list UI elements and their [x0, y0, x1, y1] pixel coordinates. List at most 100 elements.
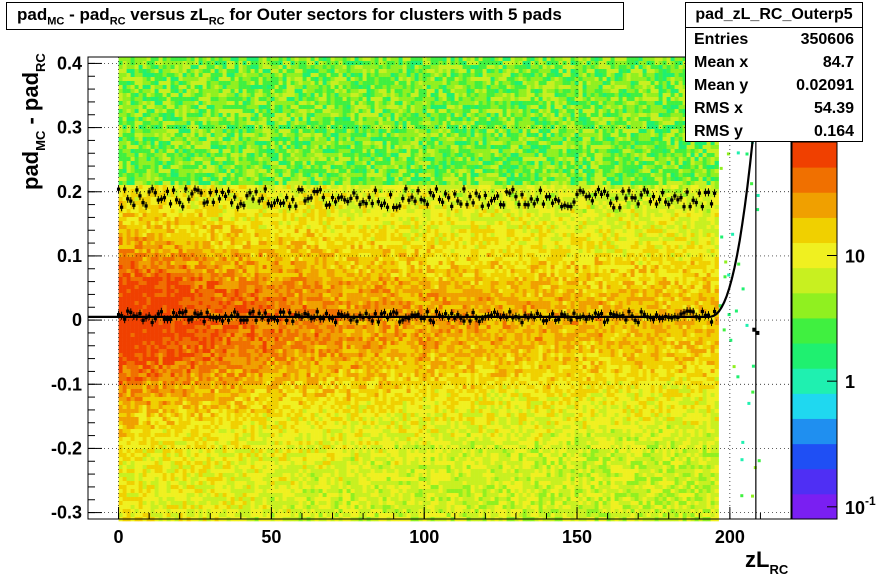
heatmap-cell	[222, 213, 227, 218]
heatmap-cell	[234, 121, 239, 126]
heatmap-cell	[278, 453, 283, 458]
heatmap-cell	[126, 189, 131, 194]
heatmap-cell	[226, 237, 231, 242]
heatmap-cell	[234, 301, 239, 306]
heatmap-cell	[250, 273, 255, 278]
heatmap-cell	[190, 425, 195, 430]
heatmap-cell	[138, 501, 143, 506]
heatmap-cell	[254, 501, 259, 506]
heatmap-cell	[238, 429, 243, 434]
heatmap-cell	[218, 89, 223, 94]
heatmap-cell	[118, 57, 123, 62]
heatmap-cell	[118, 357, 123, 362]
heatmap-cell	[118, 497, 123, 502]
heatmap-cell	[146, 237, 151, 242]
heatmap-cell	[238, 353, 243, 358]
heatmap-cell	[282, 217, 287, 222]
heatmap-cell	[262, 89, 267, 94]
heatmap-cell	[138, 185, 143, 190]
heatmap-cell	[242, 377, 247, 382]
heatmap-cell	[210, 89, 215, 94]
heatmap-cell	[266, 141, 271, 146]
heatmap-cell	[134, 409, 139, 414]
heatmap-cell	[218, 109, 223, 114]
heatmap-cell	[282, 153, 287, 158]
heatmap-cell	[198, 369, 203, 374]
heatmap-cell	[262, 217, 267, 222]
heatmap-cell	[126, 321, 131, 326]
heatmap-cell	[254, 93, 259, 98]
heatmap-cell	[178, 333, 183, 338]
heatmap-cell	[154, 261, 159, 266]
heatmap-cell	[146, 389, 151, 394]
heatmap-cell	[258, 161, 263, 166]
heatmap-cell	[242, 109, 247, 114]
heatmap-cell	[286, 509, 291, 514]
heatmap-cell	[202, 497, 207, 502]
heatmap-cell	[138, 441, 143, 446]
heatmap-cell	[262, 229, 267, 234]
heatmap-cell	[190, 201, 195, 206]
heatmap-cell	[266, 189, 271, 194]
heatmap-cell	[234, 157, 239, 162]
heatmap-cell	[118, 257, 123, 262]
heatmap-cell	[238, 337, 243, 342]
heatmap-cell	[146, 381, 151, 386]
heatmap-cell	[134, 493, 139, 498]
heatmap-cell	[126, 497, 131, 502]
heatmap-cell	[278, 85, 283, 90]
heatmap-cell	[122, 433, 127, 438]
heatmap-cell	[122, 277, 127, 282]
heatmap-cell	[194, 389, 199, 394]
heatmap-cell	[222, 221, 227, 226]
heatmap-cell	[126, 413, 131, 418]
heatmap-cell	[186, 385, 191, 390]
heatmap-cell	[250, 177, 255, 182]
heatmap-cell	[222, 157, 227, 162]
heatmap-cell	[266, 453, 271, 458]
heatmap-cell	[162, 165, 167, 170]
heatmap-cell	[146, 453, 151, 458]
heatmap-cell	[230, 377, 235, 382]
heatmap-cell	[162, 273, 167, 278]
heatmap-cell	[126, 297, 131, 302]
heatmap-cell	[206, 469, 211, 474]
heatmap-cell	[230, 237, 235, 242]
heatmap-cell	[286, 289, 291, 294]
heatmap-cell	[150, 493, 155, 498]
heatmap-cell	[130, 337, 135, 342]
heatmap-cell	[226, 341, 231, 346]
heatmap-cell	[142, 381, 147, 386]
heatmap-cell	[162, 149, 167, 154]
heatmap-cell	[202, 221, 207, 226]
heatmap-cell	[214, 325, 219, 330]
heatmap-cell	[270, 229, 275, 234]
heatmap-cell	[246, 185, 251, 190]
heatmap-cell	[202, 381, 207, 386]
heatmap-cell	[246, 325, 251, 330]
heatmap-cell	[162, 413, 167, 418]
heatmap-cell	[166, 181, 171, 186]
heatmap-cell	[190, 169, 195, 174]
heatmap-cell	[242, 401, 247, 406]
heatmap-cell	[230, 153, 235, 158]
heatmap-cell	[242, 365, 247, 370]
heatmap-cell	[198, 177, 203, 182]
heatmap-cell	[166, 365, 171, 370]
heatmap-cell	[190, 469, 195, 474]
heatmap-cell	[238, 297, 243, 302]
heatmap-cell	[134, 57, 139, 62]
heatmap-cell	[286, 417, 291, 422]
heatmap-cell	[186, 129, 191, 134]
heatmap-cell	[138, 385, 143, 390]
heatmap-cell	[190, 285, 195, 290]
heatmap-cell	[178, 129, 183, 134]
heatmap-cell	[194, 309, 199, 314]
heatmap-cell	[274, 381, 279, 386]
heatmap-cell	[234, 433, 239, 438]
heatmap-cell	[262, 149, 267, 154]
heatmap-cell	[222, 209, 227, 214]
heatmap-cell	[194, 253, 199, 258]
heatmap-cell	[234, 345, 239, 350]
heatmap-cell	[234, 289, 239, 294]
